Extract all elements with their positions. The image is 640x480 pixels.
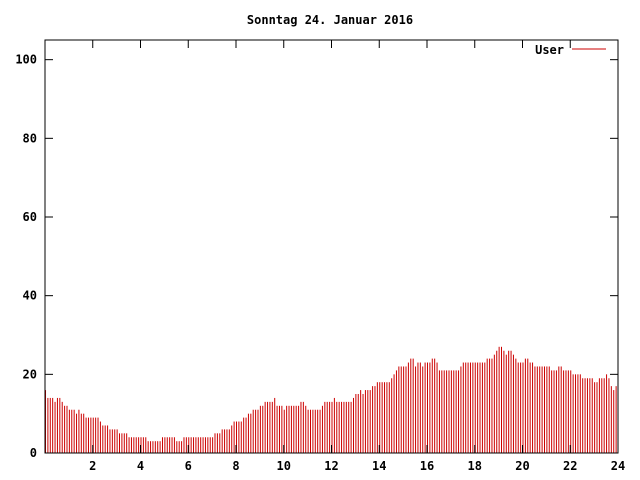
- chart-title: Sonntag 24. Januar 2016: [247, 13, 413, 27]
- x-tick-label: 2: [89, 459, 96, 473]
- x-tick-label: 10: [277, 459, 291, 473]
- legend: User: [535, 43, 606, 57]
- legend-label-user: User: [535, 43, 564, 57]
- y-tick-label: 60: [23, 210, 37, 224]
- x-tick-label: 6: [185, 459, 192, 473]
- y-tick-label: 100: [15, 53, 37, 67]
- x-axis: 2 4 6 8 10 12 14 16 18 20 22 24: [89, 40, 625, 473]
- y-axis: 0 20 40 60 80 100: [15, 53, 618, 460]
- x-tick-label: 4: [137, 459, 144, 473]
- x-tick-label: 16: [420, 459, 434, 473]
- y-tick-label: 80: [23, 131, 37, 145]
- y-tick-label: 40: [23, 289, 37, 303]
- x-tick-label: 24: [611, 459, 625, 473]
- x-tick-label: 12: [324, 459, 338, 473]
- y-tick-label: 0: [30, 446, 37, 460]
- x-tick-label: 22: [563, 459, 577, 473]
- x-tick-label: 18: [468, 459, 482, 473]
- bar-series-user: [45, 346, 619, 453]
- x-tick-label: 14: [372, 459, 386, 473]
- x-tick-label: 8: [232, 459, 239, 473]
- x-tick-label: 20: [515, 459, 529, 473]
- y-tick-label: 20: [23, 367, 37, 381]
